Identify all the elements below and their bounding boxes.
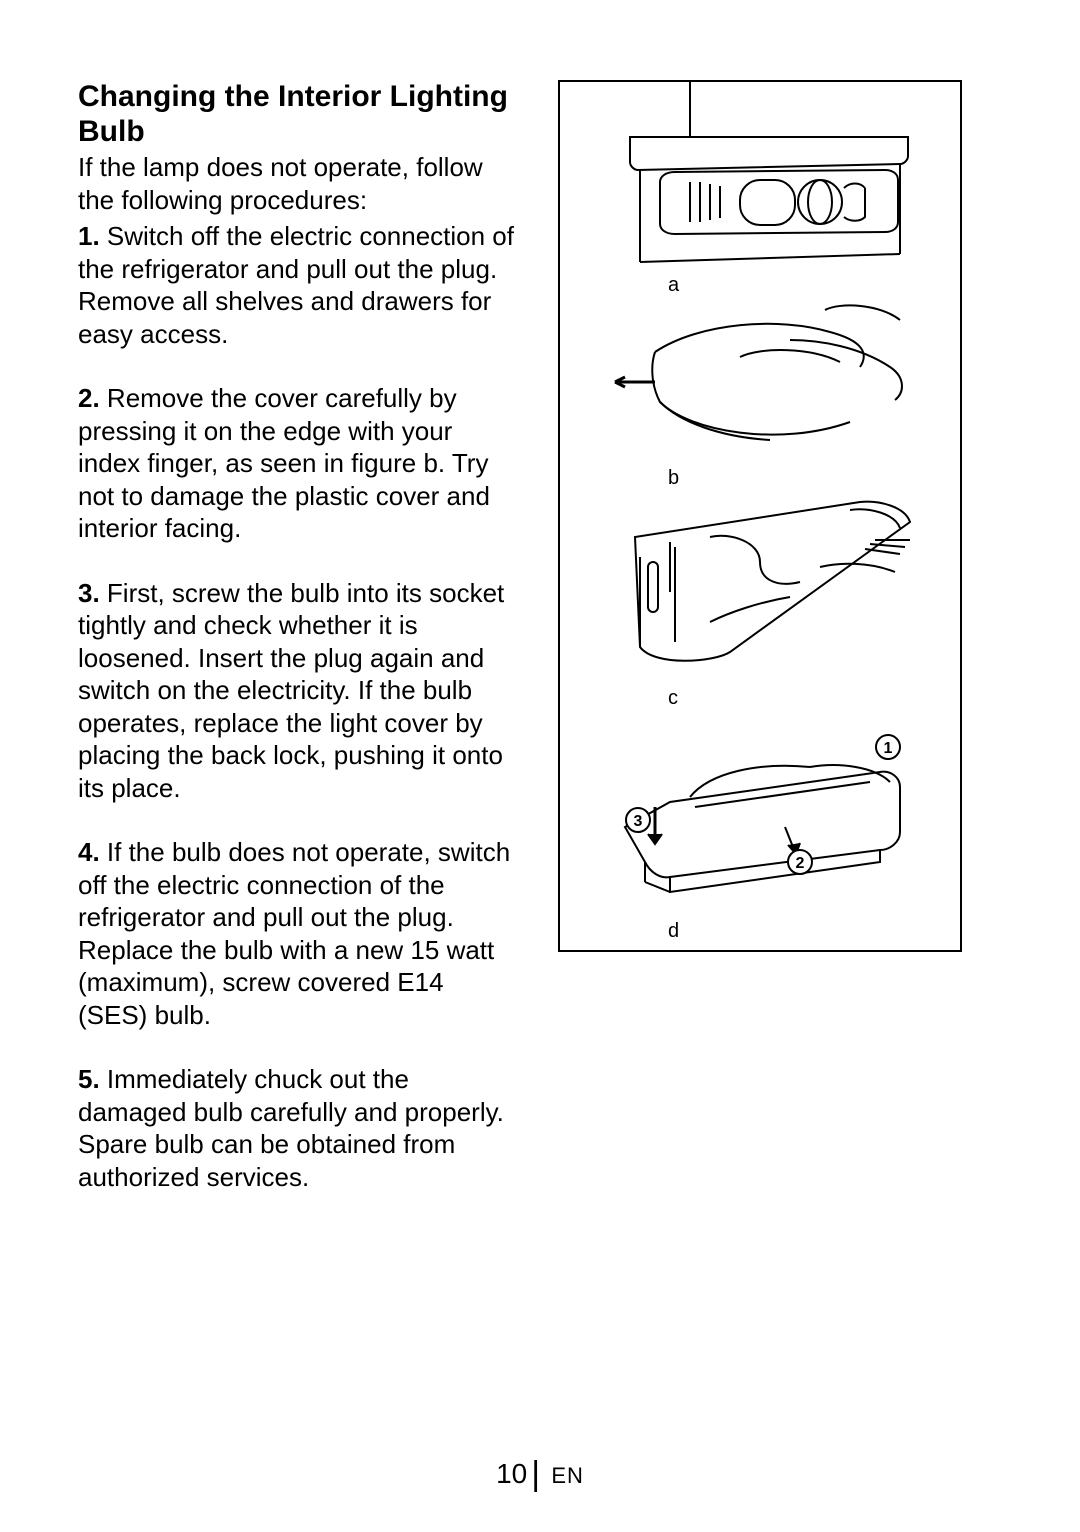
step-4-number: 4. [78,837,100,867]
step-5-number: 5. [78,1064,100,1094]
step-5: 5. Immediately chuck out the damaged bul… [78,1063,518,1128]
step-1: 1. Switch off the electric connection of… [78,220,518,285]
panel-b-illustration [560,292,960,492]
step-5-text: Immediately chuck out the damaged bulb c… [78,1064,504,1127]
step-2: 2. Remove the cover carefully by pressin… [78,382,518,545]
panel-a-illustration [560,82,960,292]
step-1-extra: Remove all shelves and drawers for easy … [78,285,518,350]
figure-panel-c: c [560,492,960,712]
callout-1-text: 1 [884,740,893,757]
page-footer: 10| EN [0,1453,1080,1492]
panel-c-illustration [560,492,960,712]
panel-c-label: c [668,687,678,710]
section-heading: Changing the Interior Lighting Bulb [78,80,518,149]
step-2-text: Remove the cover carefully by pressing i… [78,383,490,543]
step-3: 3. First, screw the bulb into its socket… [78,577,518,805]
figure-column: a b [558,80,962,952]
page-number: 10 [496,1458,527,1489]
step-4: 4. If the bulb does not operate, switch … [78,836,518,1031]
footer-separator: | [531,1455,540,1493]
panel-b-label: b [668,467,679,490]
callout-3-text: 3 [634,813,643,830]
figure-panel-b: b [560,292,960,492]
step-1-number: 1. [78,221,100,251]
footer-language: EN [551,1463,584,1488]
step-4-text: If the bulb does not operate, switch off… [78,837,510,1030]
intro-text: If the lamp does not operate, follow the… [78,151,518,216]
step-1-text: Switch off the electric connection of th… [78,221,514,284]
callout-2-text: 2 [796,855,805,872]
step-3-number: 3. [78,578,100,608]
figure-panel-a: a [560,82,960,292]
figure-panel-d: 1 2 3 d [560,712,960,954]
panel-d-illustration: 1 2 3 [560,712,960,954]
spare-note: Spare bulb can be obtained from authoriz… [78,1128,518,1193]
panel-d-label: d [668,920,679,943]
step-3-text: First, screw the bulb into its socket ti… [78,578,504,803]
instruction-text-column: Changing the Interior Lighting Bulb If t… [78,80,518,1193]
step-2-number: 2. [78,383,100,413]
